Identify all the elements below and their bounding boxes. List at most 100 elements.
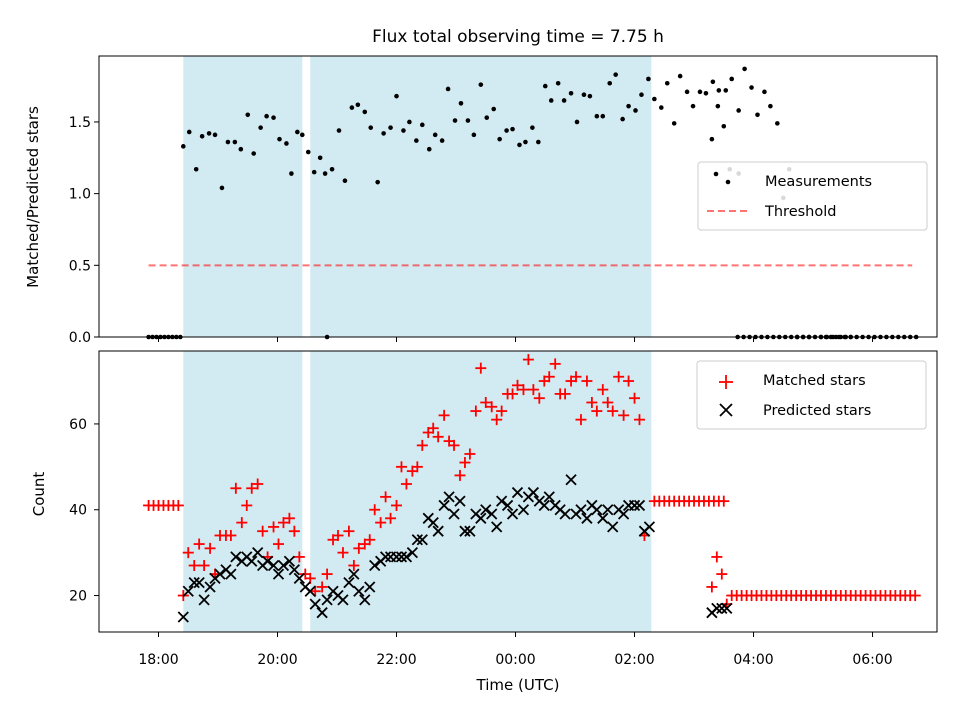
measurement-point xyxy=(284,141,289,146)
predicted-marker-stroke xyxy=(316,607,328,619)
matched-stars-point xyxy=(448,439,460,451)
predicted-marker-stroke xyxy=(353,585,365,597)
predicted-marker-stroke xyxy=(321,594,333,606)
predicted-stars-point xyxy=(188,577,200,589)
measurement-point xyxy=(736,108,741,113)
predicted-stars-point xyxy=(454,495,466,507)
measurement-point xyxy=(439,138,445,143)
matched-stars-point xyxy=(559,388,571,400)
predicted-stars-point xyxy=(607,521,619,533)
measurement-point xyxy=(659,105,664,110)
matched-stars-point xyxy=(277,517,289,529)
predicted-marker-stroke xyxy=(716,602,728,615)
measurement-point xyxy=(407,119,412,125)
matched-stars-point xyxy=(706,581,718,593)
measurement-point xyxy=(652,96,657,102)
predicted-marker-stroke xyxy=(501,499,514,512)
measurement-point xyxy=(530,125,535,130)
legend-predicted-marker xyxy=(719,403,733,417)
predicted-stars-point xyxy=(475,512,487,524)
matched-stars-point xyxy=(391,499,403,511)
predicted-stars-point xyxy=(353,585,365,597)
matched-stars-point xyxy=(475,362,487,374)
measurement-point xyxy=(289,171,294,176)
observing-interval-shade xyxy=(183,56,303,337)
predicted-stars-point xyxy=(527,486,540,499)
matched-stars-point xyxy=(711,551,723,563)
measurement-point xyxy=(193,166,199,172)
predicted-marker-stroke xyxy=(343,577,355,589)
predicted-stars-point xyxy=(225,568,237,580)
measurement-point xyxy=(368,125,374,130)
predicted-marker-stroke xyxy=(643,521,656,533)
matched-stars-point xyxy=(591,405,603,417)
matched-stars-point xyxy=(543,371,555,383)
predicted-marker-stroke xyxy=(438,499,450,512)
matched-stars-point xyxy=(252,478,264,490)
matched-stars-point xyxy=(522,354,534,366)
matched-stars-point xyxy=(718,495,730,507)
predicted-stars-point xyxy=(581,512,593,524)
predicted-marker-stroke xyxy=(293,572,305,585)
matched-stars-point xyxy=(337,547,349,559)
x-tick-label: 22:00 xyxy=(376,652,416,668)
measurement-point xyxy=(471,132,477,138)
predicted-marker-stroke xyxy=(486,508,498,520)
predicted-marker-stroke xyxy=(337,594,349,606)
legend-predicted-label: Predicted stars xyxy=(763,403,871,419)
matched-stars-point xyxy=(225,529,237,541)
matched-stars-point xyxy=(527,384,539,396)
measurement-point xyxy=(690,103,696,109)
matched-stars-point xyxy=(411,461,423,473)
predicted-marker-stroke xyxy=(182,585,194,597)
matched-stars-point xyxy=(486,401,498,413)
predicted-stars-point xyxy=(406,546,419,559)
predicted-stars-point xyxy=(591,504,603,516)
predicted-stars-point xyxy=(288,564,301,576)
legend-threshold-label: Threshold xyxy=(764,204,836,220)
predicted-stars-point xyxy=(496,495,508,507)
predicted-marker-stroke xyxy=(581,512,593,524)
measurement-point xyxy=(199,133,205,139)
predicted-stars-point xyxy=(272,568,285,580)
predicted-marker-stroke xyxy=(711,602,723,615)
matched-stars-point xyxy=(512,379,524,391)
matched-stars-point xyxy=(288,525,300,537)
predicted-marker-stroke xyxy=(416,534,428,546)
measurement-point xyxy=(607,80,613,86)
measurement-point xyxy=(594,113,600,119)
matched-stars-point xyxy=(364,534,376,546)
predicted-marker-stroke xyxy=(448,508,460,520)
predicted-stars-point xyxy=(177,611,189,623)
predicted-marker-stroke xyxy=(565,474,577,486)
predicted-stars-point xyxy=(343,577,355,589)
matched-stars-point xyxy=(517,384,529,396)
predicted-marker-stroke xyxy=(261,555,274,567)
measurement-point xyxy=(305,149,311,155)
measurement-point xyxy=(375,179,380,185)
predicted-marker-stroke xyxy=(506,508,519,520)
predicted-marker-stroke xyxy=(304,585,316,597)
matched-stars-point xyxy=(586,396,598,408)
measurement-point xyxy=(394,93,399,99)
predicted-stars-point xyxy=(252,546,264,559)
predicted-marker-stroke xyxy=(214,568,226,580)
predicted-stars-point xyxy=(464,525,476,537)
measurement-point xyxy=(251,151,257,156)
matched-stars-point xyxy=(246,482,258,494)
y-tick-label: 0.5 xyxy=(69,258,91,274)
matched-stars-point xyxy=(602,396,614,408)
predicted-stars-point xyxy=(427,516,439,529)
predicted-stars-point xyxy=(182,585,194,597)
predicted-stars-point xyxy=(480,504,492,516)
bottom-y-axis-label: Count xyxy=(30,472,48,517)
measurement-point xyxy=(768,103,773,109)
measurement-point xyxy=(574,119,580,125)
predicted-marker-stroke xyxy=(538,499,550,512)
bottom-axes-frame xyxy=(98,350,938,633)
predicted-stars-point xyxy=(246,555,258,567)
matched-stars-point xyxy=(570,371,582,383)
predicted-marker-stroke xyxy=(597,512,609,524)
matched-stars-point xyxy=(375,517,387,529)
predicted-marker-stroke xyxy=(411,534,423,546)
